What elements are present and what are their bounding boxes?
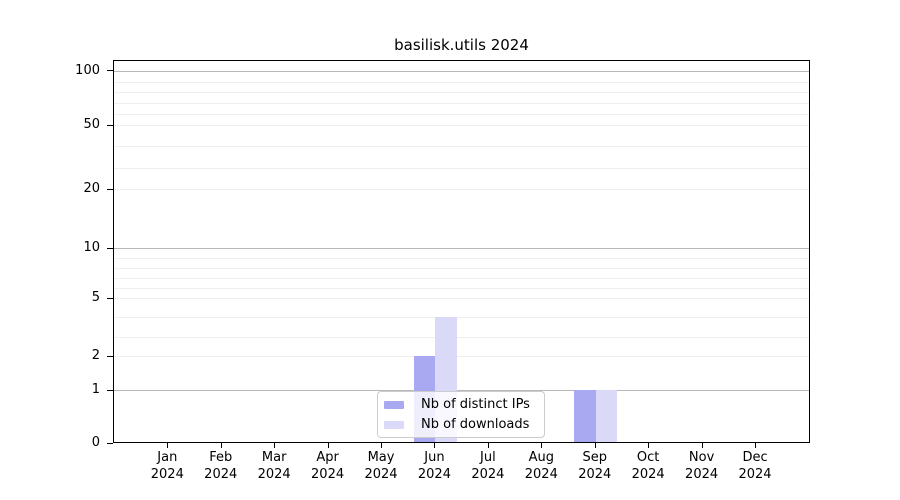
legend-label-distinct-ips: Nb of distinct IPs <box>421 397 530 412</box>
y-tick-label: 100 <box>75 62 100 78</box>
bar-distinct-ips-sep-2024 <box>574 390 596 442</box>
x-tick-mark <box>701 443 703 448</box>
x-tick-label: Oct 2024 <box>631 450 665 482</box>
x-tick-mark <box>381 443 383 448</box>
x-tick-label: Sep 2024 <box>578 450 612 482</box>
minor-gridline <box>114 114 809 116</box>
major-gridline <box>114 70 809 72</box>
minor-gridline <box>114 298 809 299</box>
x-tick-mark <box>274 443 276 448</box>
x-tick-label: Jul 2024 <box>471 450 505 482</box>
minor-gridline <box>114 356 809 357</box>
minor-gridline <box>114 189 809 190</box>
minor-gridline <box>114 336 809 338</box>
y-tick-mark <box>107 247 113 249</box>
x-tick-label: Jun 2024 <box>417 450 451 482</box>
legend: Nb of distinct IPs Nb of downloads <box>377 391 545 438</box>
legend-item-downloads: Nb of downloads <box>384 416 536 433</box>
chart-title: basilisk.utils 2024 <box>394 36 529 54</box>
minor-gridline <box>114 103 809 105</box>
x-tick-label: Mar 2024 <box>257 450 291 482</box>
legend-swatch-downloads <box>384 420 404 429</box>
major-gridline <box>114 390 809 391</box>
y-tick-label: 2 <box>91 348 100 363</box>
x-tick-label: Feb 2024 <box>204 450 238 482</box>
bar-downloads-sep-2024 <box>595 390 618 442</box>
x-tick-mark <box>167 443 169 448</box>
x-tick-mark <box>327 443 329 448</box>
minor-gridline <box>114 125 809 126</box>
x-tick-label: Jan 2024 <box>150 450 184 482</box>
minor-gridline <box>114 278 809 279</box>
x-tick-mark <box>541 443 543 448</box>
y-tick-mark <box>107 355 113 357</box>
y-tick-mark <box>107 389 113 391</box>
y-tick-label: 5 <box>91 290 100 305</box>
y-tick-mark <box>107 124 113 126</box>
major-gridline <box>114 248 809 249</box>
y-tick-label: 1 <box>91 382 100 397</box>
x-tick-label: Apr 2024 <box>311 450 345 482</box>
x-tick-mark <box>755 443 757 448</box>
minor-gridline <box>114 317 809 319</box>
minor-gridline <box>114 146 809 148</box>
legend-item-distinct-ips: Nb of distinct IPs <box>384 396 536 413</box>
minor-gridline <box>114 288 809 289</box>
y-tick-label: 20 <box>83 181 100 196</box>
minor-gridline <box>114 167 809 169</box>
minor-gridline <box>114 81 809 83</box>
y-tick-mark <box>107 70 113 72</box>
legend-label-downloads: Nb of downloads <box>421 417 530 432</box>
x-tick-label: Nov 2024 <box>685 450 719 482</box>
y-tick-label: 0 <box>91 435 100 450</box>
y-tick-mark <box>107 442 113 444</box>
x-tick-mark <box>487 443 489 448</box>
x-tick-label: May 2024 <box>364 450 398 482</box>
x-tick-mark <box>220 443 222 448</box>
minor-gridline <box>114 92 809 94</box>
minor-gridline <box>114 268 809 269</box>
y-tick-mark <box>107 188 113 190</box>
x-tick-mark <box>594 443 596 448</box>
x-tick-mark <box>648 443 650 448</box>
y-tick-label: 10 <box>83 240 100 255</box>
x-tick-label: Aug 2024 <box>524 450 558 482</box>
y-tick-mark <box>107 297 113 299</box>
legend-swatch-distinct-ips <box>384 400 404 409</box>
minor-gridline <box>114 258 809 259</box>
x-tick-mark <box>434 443 436 448</box>
y-tick-label: 50 <box>83 117 100 132</box>
plot-area <box>113 60 810 443</box>
x-tick-label: Dec 2024 <box>738 450 772 482</box>
